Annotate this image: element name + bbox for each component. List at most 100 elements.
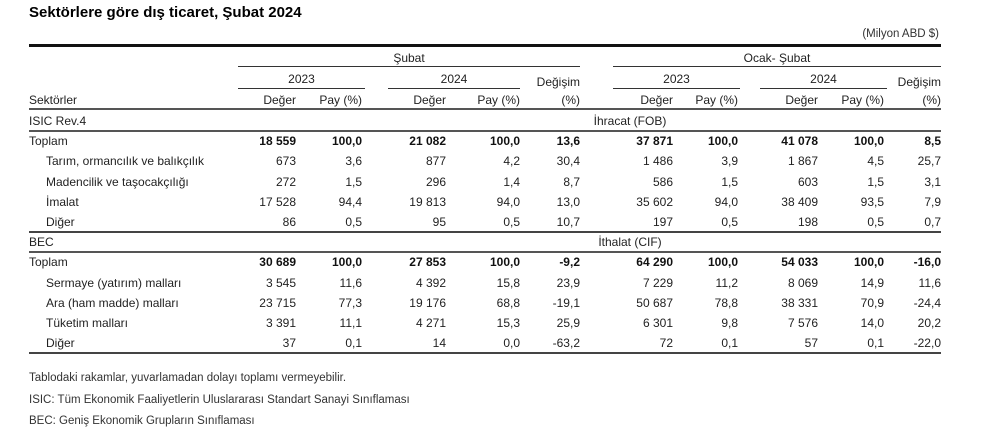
section-label: ISIC Rev.4 (29, 114, 87, 128)
group-rule-ocak-subat (613, 66, 941, 67)
year-rule (613, 88, 740, 89)
table-row: Ara (ham madde) malları 23 715 77,3 19 176 6… (0, 293, 981, 313)
table-cell: 37 (282, 336, 296, 351)
year-header-subat-2023: 2023 (288, 72, 315, 86)
year-rule (760, 88, 887, 89)
table-cell: 4 271 (415, 316, 446, 330)
table-cell: 1,4 (503, 174, 520, 189)
section-bottom-rule (29, 231, 941, 234)
table-cell: 0,5 (345, 215, 362, 229)
table-cell: 1 486 (642, 154, 673, 169)
table-cell: 877 (425, 154, 446, 169)
table-cell: -16,0 (913, 255, 941, 270)
year-rule (238, 88, 365, 89)
table-cell: 4,2 (503, 154, 520, 169)
table-row: İmalat 17 528 94,4 19 813 94,0 13,0 35 602 94,0… (0, 192, 981, 212)
row-label: Ara (ham madde) malları (46, 295, 179, 310)
row-label: Toplam (29, 134, 68, 149)
table-cell: 7 576 (787, 316, 818, 330)
table-cell: 25,7 (917, 154, 941, 169)
table-row: Diğer 37 0,1 14 0,0 -63,2 72 0,1 57 0,1 -22,0 (0, 333, 981, 353)
table-cell: 3 391 (265, 316, 296, 330)
footnote: Tablodaki rakamlar, yuvarlamadan dolayı … (29, 372, 347, 384)
table-cell: 72 (659, 336, 673, 351)
sectors-header: Sektörler (29, 93, 78, 107)
table-cell: 86 (282, 215, 296, 229)
table-cell: 13,6 (556, 134, 580, 149)
table-cell: 18 559 (259, 134, 296, 149)
table-cell: 30,4 (556, 154, 580, 169)
table-cell: 21 082 (409, 134, 446, 149)
table-cell: 54 033 (781, 255, 818, 270)
table-cell: 13,0 (556, 194, 580, 209)
table-cell: 3,6 (345, 154, 362, 169)
header-bottom-rule (29, 108, 941, 110)
table-cell: 37 871 (636, 134, 673, 149)
section-header-row: BEC İthalat (CIF) (0, 232, 981, 252)
table-cell: 15,3 (496, 316, 520, 330)
table-cell: 1,5 (867, 174, 884, 189)
table-cell: 0,5 (867, 215, 884, 229)
table-cell: 11,1 (339, 316, 362, 330)
table-cell: 8,7 (563, 174, 580, 189)
table-cell: 0,0 (503, 336, 520, 351)
col-header-value: Değer (263, 93, 296, 107)
change-header-ocak: Değişim (897, 75, 941, 89)
table-cell: 272 (275, 174, 296, 189)
table-cell: 27 853 (409, 255, 446, 270)
year-rule (388, 88, 520, 89)
row-label: Madencilik ve taşocakçılığı (46, 174, 189, 189)
table-cell: 94,0 (714, 194, 738, 209)
col-header-value: Değer (413, 93, 446, 107)
table-cell: 94,0 (496, 194, 520, 209)
table-cell: 68,8 (496, 295, 520, 310)
table-row: Sermaye (yatırım) malları 3 545 11,6 4 392 1… (0, 273, 981, 293)
table-cell: 0,5 (503, 215, 520, 229)
col-header-value: Değer (785, 93, 818, 107)
table-cell: 41 078 (781, 134, 818, 149)
section-label: BEC (29, 235, 54, 250)
table-cell: -24,4 (913, 295, 941, 310)
table-cell: 0,1 (345, 336, 362, 351)
table-cell: -63,2 (552, 336, 580, 351)
group-rule-subat (238, 66, 580, 67)
section-rule (29, 130, 941, 133)
table-cell: 35 602 (636, 194, 673, 209)
table-cell: 296 (425, 174, 446, 189)
year-header-ocak-2023: 2023 (663, 72, 690, 86)
table-cell: 3,9 (721, 154, 738, 169)
table-cell: 1,5 (721, 174, 738, 189)
year-header-subat-2024: 2024 (440, 72, 468, 86)
table-cell: 23,9 (556, 275, 580, 290)
table-cell: 25,9 (556, 316, 580, 330)
table-cell: 10,7 (556, 215, 580, 229)
table-cell: 19 813 (409, 194, 446, 209)
table-cell: 14 (432, 336, 446, 351)
table-cell: 38 409 (781, 194, 818, 209)
table-cell: 197 (652, 215, 673, 229)
table-cell: 4,5 (867, 154, 884, 169)
table-cell: 0,1 (867, 336, 884, 351)
table-cell: 0,5 (721, 215, 738, 229)
table-cell: 100,0 (853, 255, 884, 270)
row-label: Tüketim malları (46, 316, 129, 330)
table-cell: 1,5 (345, 174, 362, 189)
table-row: Toplam 18 559 100,0 21 082 100,0 13,6 37 871 10… (0, 131, 981, 151)
table-row: Tarım, ormancılık ve balıkçılık 673 3,6 877… (0, 151, 981, 171)
table-cell: 11,6 (918, 275, 941, 290)
col-header-change: (%) (561, 93, 580, 107)
table-cell: -9,2 (559, 255, 580, 270)
table-cell: 23 715 (259, 295, 296, 310)
col-header-share: Pay (%) (319, 93, 362, 107)
table-cell: 38 331 (781, 295, 818, 310)
table-cell: 17 528 (259, 194, 296, 209)
col-header-share: Pay (%) (477, 93, 520, 107)
table-cell: 100,0 (707, 134, 738, 149)
table-cell: 198 (797, 215, 818, 229)
table-cell: 57 (804, 336, 818, 351)
col-header-change: (%) (922, 93, 941, 107)
table-cell: 3,1 (924, 174, 941, 189)
table-cell: 7,9 (924, 194, 941, 209)
table-cell: 9,8 (721, 316, 738, 330)
row-label: Diğer (46, 336, 75, 351)
